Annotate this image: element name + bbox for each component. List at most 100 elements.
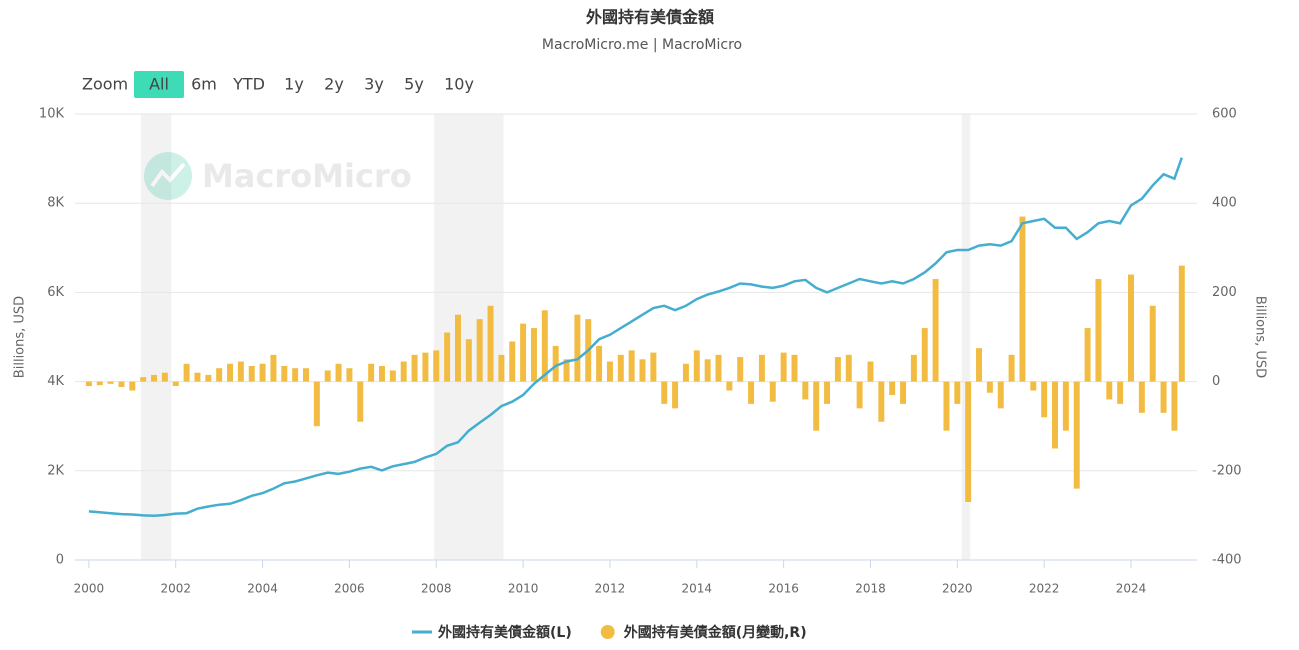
x-tick-label: 2022 [1029, 582, 1060, 596]
bar [954, 381, 961, 404]
bar [357, 381, 364, 422]
watermark-text: MacroMicro [202, 157, 412, 195]
bar [1084, 328, 1091, 382]
bar [867, 361, 874, 382]
y2-tick-label: 600 [1212, 107, 1237, 122]
bar [682, 363, 689, 382]
bar [965, 381, 972, 503]
zoom-button[interactable]: 2y [324, 75, 344, 94]
bar [183, 363, 190, 382]
bar [1149, 305, 1156, 382]
bar [1008, 354, 1015, 382]
x-tick-label: 2016 [768, 582, 799, 596]
bar [1171, 381, 1178, 431]
bar [498, 354, 505, 382]
bar [737, 357, 744, 382]
bar [726, 381, 733, 391]
bar [487, 305, 494, 382]
bar [1128, 274, 1134, 382]
legend-item[interactable]: 外國持有美債金額(L) [412, 624, 572, 641]
bar [292, 368, 299, 382]
x-tick-label: 2000 [74, 582, 105, 596]
bar [758, 354, 765, 382]
bar [444, 332, 451, 382]
bar [780, 352, 787, 382]
legend-item[interactable]: 外國持有美債金額(月變動,R) [600, 624, 807, 641]
bar [802, 381, 809, 400]
bar [650, 352, 657, 382]
bar [85, 381, 92, 387]
zoom-button[interactable]: 3y [364, 75, 384, 94]
bar [433, 350, 440, 382]
bar [824, 381, 831, 404]
bar [1052, 381, 1058, 449]
bar [943, 381, 950, 431]
zoom-button[interactable]: 5y [404, 75, 424, 94]
bar [563, 359, 570, 382]
zoom-button[interactable]: 6m [191, 75, 217, 94]
watermark-logo [144, 152, 192, 200]
bar [465, 339, 472, 382]
y-tick-label: 2K [47, 463, 64, 478]
bar [151, 374, 158, 382]
line [88, 157, 1183, 518]
bar [520, 323, 527, 382]
bar [324, 370, 331, 382]
bar [411, 354, 418, 382]
y-axis-label: Billions, USD [13, 296, 28, 378]
zoom-button[interactable]: YTD [232, 75, 265, 94]
zoom-button[interactable]: 10y [444, 75, 474, 94]
x-tick-label: 2010 [508, 582, 539, 596]
bar [227, 363, 233, 382]
bar [639, 359, 646, 382]
zoom-button-label[interactable]: 3y [364, 75, 384, 94]
zoom-button-label[interactable]: 6m [191, 75, 217, 94]
x-tick-label: 2008 [421, 582, 452, 596]
bar [140, 377, 147, 382]
zoom-button[interactable]: 1y [284, 75, 304, 94]
zoom-button-label[interactable]: 2y [324, 75, 344, 94]
bar [1030, 381, 1037, 391]
shaded-period [961, 114, 971, 560]
bar [454, 314, 461, 382]
x-tick-label: 2024 [1116, 582, 1147, 596]
zoom-button-label[interactable]: 10y [444, 75, 474, 94]
bar [216, 368, 223, 382]
bar [769, 381, 776, 402]
zoom-button-label[interactable]: 1y [284, 75, 304, 94]
bar [672, 381, 679, 409]
zoom-button-label[interactable]: 5y [404, 75, 424, 94]
bar [476, 319, 483, 382]
bar [661, 381, 668, 404]
bar [335, 363, 342, 382]
zoom-button[interactable]: All [134, 71, 184, 98]
legend-symbol [600, 625, 615, 639]
y2-tick-label: 0 [1212, 374, 1220, 389]
bar [574, 314, 581, 382]
x-tick-label: 2006 [334, 582, 365, 596]
bar [921, 328, 928, 382]
y2-tick-label: 200 [1212, 285, 1237, 300]
bar [541, 310, 548, 382]
y-tick-label: 8K [47, 196, 64, 211]
y-tick-label: 6K [47, 285, 64, 300]
zoom-button-label[interactable]: All [149, 75, 169, 94]
x-tick-label: 2018 [855, 582, 886, 596]
bar [1041, 381, 1048, 418]
bar [715, 354, 722, 382]
bar [1178, 265, 1185, 382]
bar [1138, 381, 1145, 413]
x-tick-label: 2020 [942, 582, 973, 596]
legend-label: 外國持有美債金額(L) [438, 624, 572, 641]
zoom-button-label[interactable]: YTD [232, 75, 265, 94]
y2-axis-label: Billions, USD [1253, 296, 1268, 378]
bar [346, 368, 353, 382]
bar [530, 328, 537, 382]
bar [997, 381, 1004, 409]
bar [986, 381, 993, 393]
bar [845, 354, 852, 382]
bar [1117, 381, 1124, 404]
bar [389, 370, 396, 382]
bar [552, 345, 559, 382]
